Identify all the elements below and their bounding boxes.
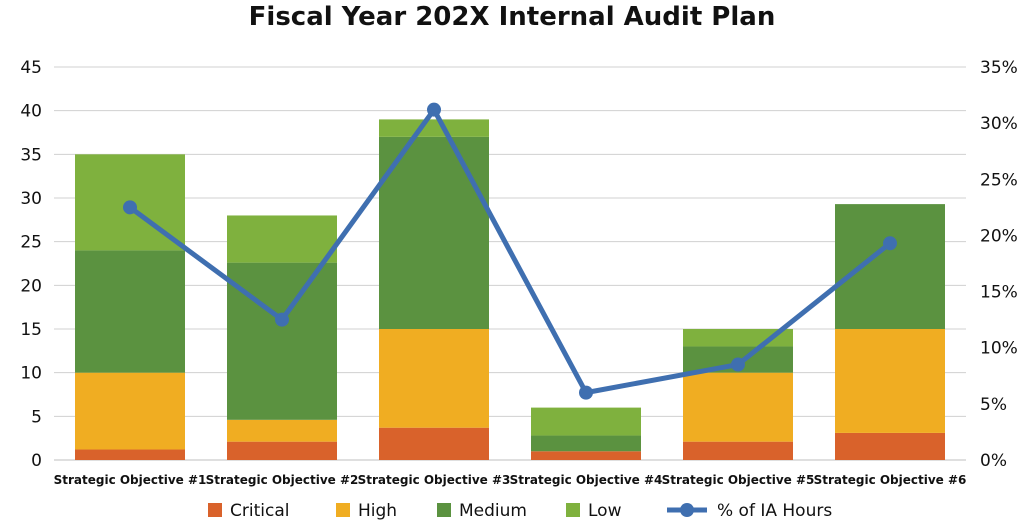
gridlines (54, 66, 966, 461)
y2-tick-label: 15% (980, 283, 1018, 303)
legend-label: High (358, 501, 397, 521)
x-tick-label: Strategic Objective #1 (54, 473, 207, 487)
bar-segment-high (835, 329, 945, 433)
bar-segment-critical (835, 432, 945, 460)
y2-tick-label: 5% (980, 395, 1007, 415)
y-tick-label: 5 (31, 407, 42, 427)
legend-label: Critical (230, 501, 289, 521)
y2-tick-label: 25% (980, 170, 1018, 190)
x-tick-label: Strategic Objective #4 (510, 473, 663, 487)
bar-segment-high (227, 419, 337, 442)
bar-segment-low (227, 215, 337, 263)
bar-segment-critical (75, 449, 185, 460)
y-tick-label: 10 (20, 364, 42, 384)
chart-title: Fiscal Year 202X Internal Audit Plan (249, 2, 776, 32)
x-tick-label: Strategic Objective #6 (814, 473, 967, 487)
y-axis-left: 0 5 10 15 20 25 30 35 40 45 (20, 58, 42, 471)
bar-segment-medium (379, 136, 489, 329)
y-tick-label: 35 (20, 145, 42, 165)
legend-label: % of IA Hours (717, 501, 832, 521)
ia-hours-point (579, 385, 593, 400)
bar-segment-critical (379, 427, 489, 460)
ia-hours-point (731, 357, 745, 372)
bars (75, 119, 945, 460)
bar-segment-critical (683, 441, 793, 460)
bar-segment-high (379, 329, 489, 428)
y-tick-label: 40 (20, 102, 42, 122)
legend-swatch-low (566, 503, 580, 517)
ia-hours-line (128, 107, 892, 396)
legend-label: Medium (459, 501, 527, 521)
x-tick-label: Strategic Objective #2 (206, 473, 359, 487)
ia-hours-point (123, 200, 137, 215)
x-tick-label: Strategic Objective #5 (662, 473, 815, 487)
legend: Critical High Medium Low % of IA Hours (208, 501, 832, 521)
ia-hours-point (883, 236, 897, 251)
bar-segment-high (75, 372, 185, 450)
bar-segment-medium (227, 262, 337, 420)
y2-tick-label: 20% (980, 226, 1018, 246)
legend-line-marker (680, 503, 694, 517)
bar-segment-medium (531, 435, 641, 452)
y-tick-label: 30 (20, 189, 42, 209)
y2-tick-label: 35% (980, 58, 1018, 78)
x-axis: Strategic Objective #1 Strategic Objectiv… (54, 473, 967, 487)
y-tick-label: 20 (20, 276, 42, 296)
bar-segment-low (379, 119, 489, 137)
y-tick-label: 25 (20, 233, 42, 253)
y2-tick-label: 30% (980, 114, 1018, 134)
legend-swatch-medium (437, 503, 451, 517)
legend-swatch-high (336, 503, 350, 517)
bar-segment-critical (227, 441, 337, 460)
x-tick-label: Strategic Objective #3 (358, 473, 511, 487)
y-axis-right: 0% 5% 10% 15% 20% 25% 30% 35% (980, 58, 1018, 471)
bar-segment-critical (531, 451, 641, 460)
legend-swatch-critical (208, 503, 222, 517)
bar-segment-medium (75, 250, 185, 373)
y-tick-label: 15 (20, 320, 42, 340)
ia-hours-point (427, 102, 441, 117)
y2-tick-label: 0% (980, 451, 1007, 471)
y-tick-label: 45 (20, 58, 42, 78)
bar-segment-high (683, 372, 793, 442)
legend-label: Low (588, 501, 622, 521)
y2-tick-label: 10% (980, 339, 1018, 359)
ia-hours-point (275, 312, 289, 327)
bar-segment-medium (835, 204, 945, 329)
line-series (123, 102, 897, 400)
y-tick-label: 0 (31, 451, 42, 471)
bar-segment-low (531, 407, 641, 436)
